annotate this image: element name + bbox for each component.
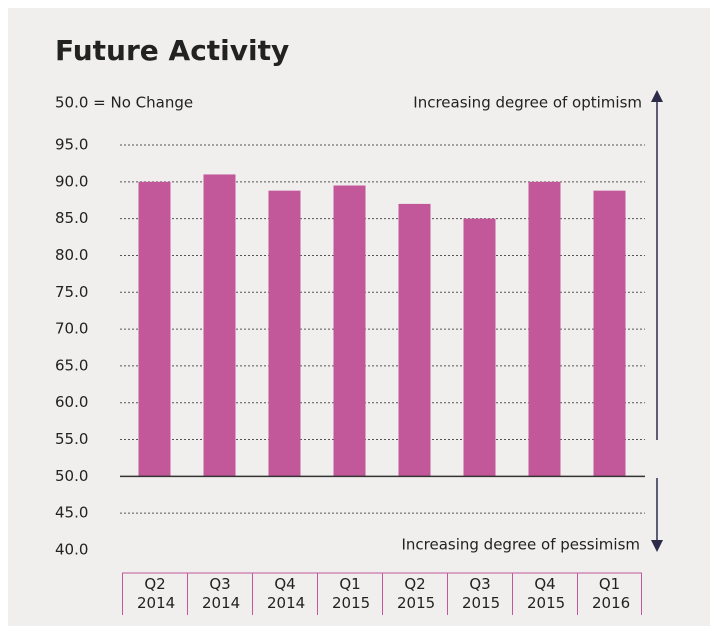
y-tick-label: 70.0 xyxy=(55,320,88,338)
bar xyxy=(398,203,431,477)
bar xyxy=(333,185,366,477)
y-tick-label: 80.0 xyxy=(55,246,88,264)
x-tick-label: Q2 2015 xyxy=(382,573,447,615)
arrow-head xyxy=(651,90,663,102)
y-tick-label: 60.0 xyxy=(55,393,88,411)
y-tick-label: 55.0 xyxy=(55,430,88,448)
y-tick-label: 85.0 xyxy=(55,209,88,227)
chart-title: Future Activity xyxy=(55,34,289,67)
annotation: Increasing degree of pessimism xyxy=(401,536,640,554)
y-tick-label: 75.0 xyxy=(55,283,88,301)
bar xyxy=(593,190,626,477)
y-tick-label: 45.0 xyxy=(55,504,88,522)
y-tick-label: 90.0 xyxy=(55,172,88,190)
x-tick-label: Q4 2014 xyxy=(252,573,317,615)
bar xyxy=(203,174,236,477)
bar xyxy=(138,181,171,477)
y-tick-label: 40.0 xyxy=(55,541,88,559)
subtitle: 50.0 = No Change xyxy=(55,94,193,112)
x-tick-label: Q1 2016 xyxy=(577,573,642,615)
x-tick-label: Q2 2014 xyxy=(122,573,187,615)
x-tick-label: Q1 2015 xyxy=(317,573,382,615)
x-tick-label: Q4 2015 xyxy=(512,573,577,615)
y-tick-label: 65.0 xyxy=(55,356,88,374)
bar xyxy=(528,181,561,477)
x-tick-label: Q3 2015 xyxy=(447,573,512,615)
arrow-head xyxy=(651,540,663,552)
y-tick-label: 50.0 xyxy=(55,467,88,485)
bar xyxy=(268,190,301,477)
y-tick-label: 95.0 xyxy=(55,136,88,154)
annotation: Increasing degree of optimism xyxy=(413,94,642,112)
x-tick-label: Q3 2014 xyxy=(187,573,252,615)
bar xyxy=(463,218,496,477)
